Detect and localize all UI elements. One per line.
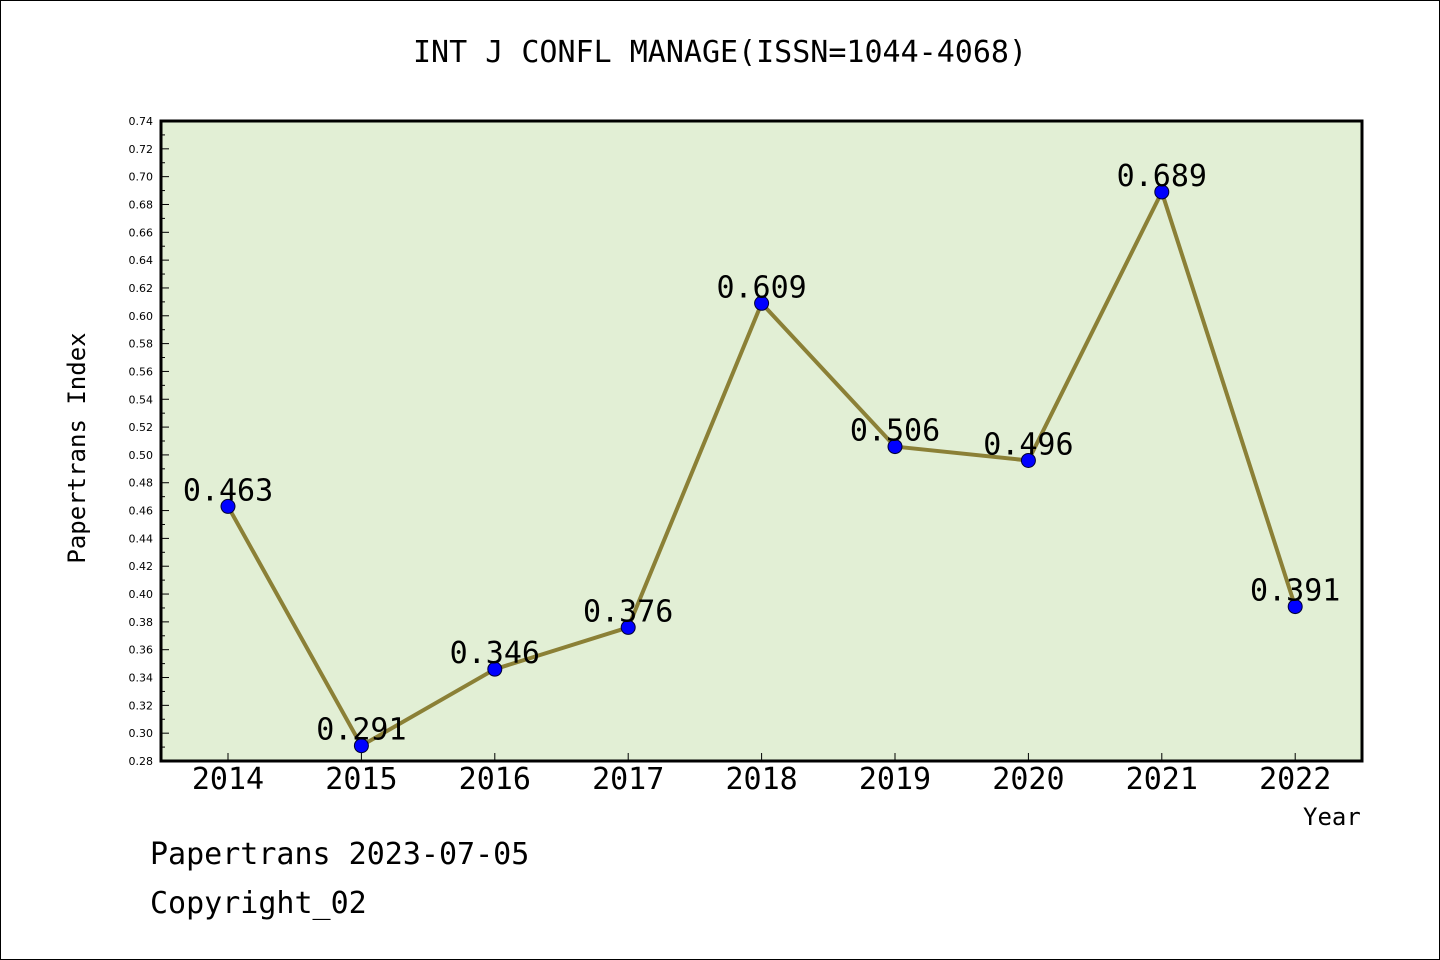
- y-tick-label: 0.36: [129, 644, 154, 657]
- y-tick-label: 0.44: [129, 532, 154, 545]
- y-tick-label: 0.68: [129, 198, 154, 211]
- data-label: 0.496: [983, 427, 1073, 462]
- data-point: [487, 661, 503, 677]
- y-tick-label: 0.32: [129, 699, 154, 712]
- y-tick-label: 0.30: [129, 727, 154, 740]
- y-tick-label: 0.38: [129, 616, 154, 629]
- data-point: [1020, 452, 1036, 468]
- data-label: 0.391: [1250, 574, 1340, 609]
- y-tick-label: 0.28: [129, 755, 154, 768]
- x-axis-title: Year: [1303, 803, 1361, 831]
- y-tick-label: 0.60: [129, 310, 154, 323]
- y-tick-label: 0.50: [129, 449, 154, 462]
- data-label: 0.609: [716, 270, 806, 305]
- plot-area: [161, 121, 1362, 761]
- y-tick-label: 0.54: [129, 393, 154, 406]
- data-label: 0.346: [450, 636, 540, 671]
- data-point: [620, 619, 636, 635]
- data-label: 0.463: [183, 473, 273, 508]
- data-point: [754, 295, 770, 311]
- plot-border: [159, 119, 1364, 763]
- y-tick-label: 0.64: [129, 254, 154, 267]
- series-line-group: [220, 184, 1303, 754]
- x-tick-label: 2019: [859, 762, 931, 797]
- data-label: 0.689: [1117, 159, 1207, 194]
- data-point: [220, 498, 236, 514]
- y-tick-label: 0.56: [129, 365, 154, 378]
- y-tick-label: 0.62: [129, 282, 154, 295]
- x-tick-label: 2018: [725, 762, 797, 797]
- y-tick-label: 0.46: [129, 505, 154, 518]
- x-tick-label: 2017: [592, 762, 664, 797]
- y-tick-label: 0.52: [129, 421, 154, 434]
- data-labels: 0.463 0.291 0.346 0.376 0.609 0.506 0.496 0.689…: [183, 159, 1341, 748]
- data-label: 0.291: [316, 713, 406, 748]
- data-label: 0.376: [583, 594, 673, 629]
- x-tick-label: 2020: [992, 762, 1064, 797]
- data-point: [887, 439, 903, 455]
- y-tick-label: 0.58: [129, 338, 154, 351]
- y-tick-label: 0.42: [129, 560, 154, 573]
- x-tick-label: 2015: [325, 762, 397, 797]
- y-tick-label: 0.34: [129, 672, 154, 685]
- data-point: [353, 738, 369, 754]
- y-tick-label: 0.72: [129, 143, 154, 156]
- data-label: 0.506: [850, 414, 940, 449]
- data-point: [1287, 599, 1303, 615]
- y-tick-label: 0.70: [129, 171, 154, 184]
- x-tick-label: 2014: [192, 762, 264, 797]
- data-point: [1154, 184, 1170, 200]
- x-tick-label: 2021: [1126, 762, 1198, 797]
- y-axis: 0.28 0.30 0.32 0.34 0.36 0.38 0.40 0.42 0.44 0.46…: [129, 115, 169, 768]
- footer-date: Papertrans 2023-07-05: [150, 837, 530, 872]
- y-tick-label: 0.48: [129, 477, 154, 490]
- x-tick-label: 2022: [1259, 762, 1331, 797]
- y-tick-label: 0.74: [129, 115, 154, 128]
- x-tick-label: 2016: [459, 762, 531, 797]
- chart-title: INT J CONFL MANAGE(ISSN=1044-4068): [412, 35, 1028, 70]
- y-tick-label: 0.40: [129, 588, 154, 601]
- footer-copyright: Copyright_02: [150, 886, 367, 921]
- y-tick-label: 0.66: [129, 226, 154, 239]
- x-axis: 2014 2015 2016 2017 2018 2019 2020 2021 2022: [192, 753, 1331, 797]
